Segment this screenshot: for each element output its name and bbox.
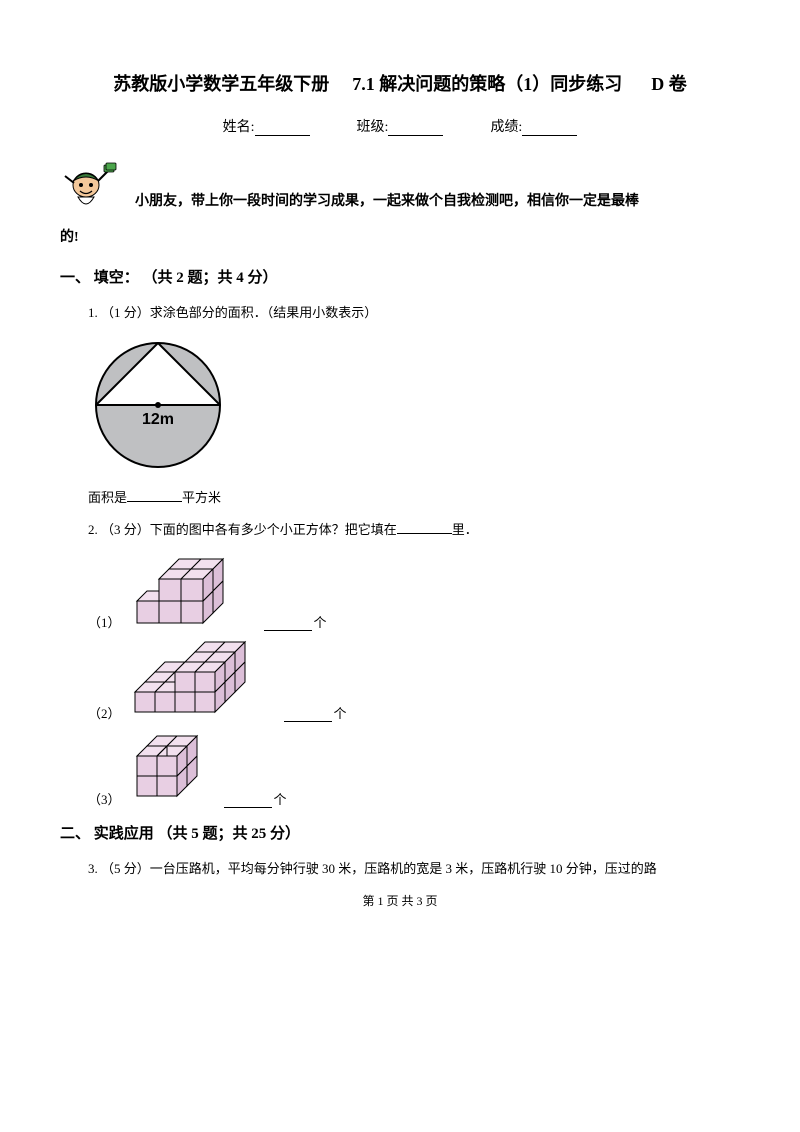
name-label: 姓名: <box>223 120 255 135</box>
q2-item2-blank <box>284 709 332 722</box>
q2-item1-label: （1） <box>88 612 121 631</box>
score-blank <box>522 121 577 136</box>
mascot-icon <box>60 161 120 216</box>
section1-heading: 一、 填空： （共 2 题；共 4 分） <box>60 266 740 287</box>
class-label: 班级: <box>357 120 389 135</box>
q1-answer-prefix: 面积是 <box>88 490 127 505</box>
page-footer: 第 1 页 共 3 页 <box>60 892 740 909</box>
q2-item1-unit: 个 <box>314 612 327 631</box>
title-part3: D 卷 <box>651 74 687 94</box>
cube-figure-3 <box>127 728 222 808</box>
q2-item2-unit: 个 <box>334 703 347 722</box>
section2-heading: 二、 实践应用 （共 5 题；共 25 分） <box>60 822 740 843</box>
q2-prompt-blank <box>397 521 452 534</box>
q2-item3-label: （3） <box>88 789 121 808</box>
q2-item1: （1） <box>88 551 740 631</box>
q2-prompt: 2. （3 分）下面的图中各有多少个小正方体？把它填在里． <box>88 518 740 543</box>
intro-line1: 小朋友，带上你一段时间的学习成果，一起来做个自我检测吧，相信你一定是最棒 <box>135 189 639 216</box>
score-label: 成绩: <box>490 120 522 135</box>
q1-blank <box>127 489 182 502</box>
intro-line2: 的! <box>60 226 740 246</box>
q1-figure: 12m <box>88 336 740 476</box>
q2-item2: （2） <box>88 637 740 722</box>
q2-item3-unit: 个 <box>274 789 287 808</box>
page: 苏教版小学数学五年级下册 7.1 解决问题的策略（1）同步练习 D 卷 姓名: … <box>0 0 800 929</box>
q2-item3-blank <box>224 795 272 808</box>
name-blank <box>255 121 310 136</box>
intro-row: 小朋友，带上你一段时间的学习成果，一起来做个自我检测吧，相信你一定是最棒 <box>60 161 740 216</box>
class-blank <box>388 121 443 136</box>
cube-figure-1 <box>127 551 262 631</box>
form-line: 姓名: 班级: 成绩: <box>60 116 740 136</box>
q2-item2-label: （2） <box>88 703 121 722</box>
q2-item3: （3） <box>88 728 740 808</box>
cube-figure-2 <box>127 637 282 722</box>
title-part1: 苏教版小学数学五年级下册 <box>113 74 329 94</box>
q2-item1-blank <box>264 618 312 631</box>
q1-answer: 面积是 平方米 <box>88 486 740 511</box>
svg-text:12m: 12m <box>142 411 174 428</box>
page-title: 苏教版小学数学五年级下册 7.1 解决问题的策略（1）同步练习 D 卷 <box>60 70 740 96</box>
q1-answer-suffix: 平方米 <box>182 490 221 505</box>
title-part2: 7.1 解决问题的策略（1）同步练习 <box>352 74 622 94</box>
q1-prompt: 1. （1 分）求涂色部分的面积．（结果用小数表示） <box>88 301 740 326</box>
q3-prompt: 3. （5 分）一台压路机，平均每分钟行驶 30 米，压路机的宽是 3 米，压路… <box>88 857 740 882</box>
